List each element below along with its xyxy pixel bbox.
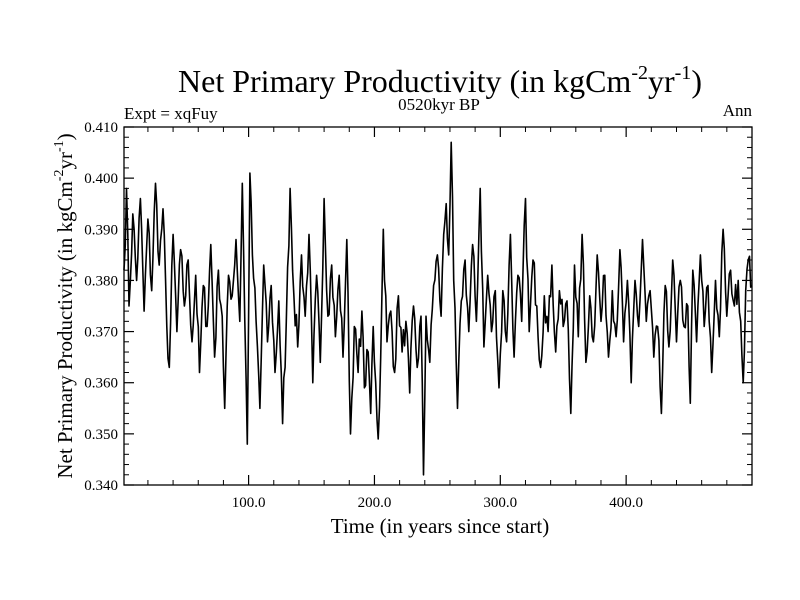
y-axis-label: Net Primary Productivity (in kgCm-2yr-1) [52,133,77,478]
y-tick-label: 0.340 [84,478,118,494]
y-tick-label: 0.380 [84,273,118,289]
x-tick-label: 400.0 [609,495,643,511]
x-tick-label: 100.0 [232,495,266,511]
axis-ticks: 100.0 200.0 300.0 400.0 0.340 0.350 0.360 0.370… [84,120,752,511]
y-tick-label: 0.410 [84,120,118,136]
x-tick-label: 200.0 [358,495,392,511]
y-tick-label: 0.350 [84,427,118,443]
x-tick-label: 300.0 [483,495,517,511]
plot-frame [123,126,753,486]
y-tick-label: 0.400 [84,171,118,187]
y-tick-label: 0.370 [84,325,118,341]
season-label: Ann [723,101,753,120]
series-line-npp [123,141,753,476]
experiment-label: Expt = xqFuy [124,104,218,123]
y-tick-label: 0.360 [84,376,118,392]
x-axis-label: Time (in years since start) [331,514,550,538]
chart-title: Net Primary Productivity (in kgCm-2yr-1) [178,62,702,99]
period-label: 0520kyr BP [398,95,480,114]
y-tick-label: 0.390 [84,222,118,238]
